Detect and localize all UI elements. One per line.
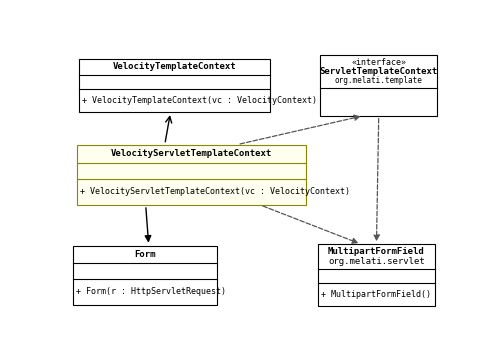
- Text: Form: Form: [134, 250, 156, 259]
- Text: + VelocityServletTemplateContext(vc : VelocityContext): + VelocityServletTemplateContext(vc : Ve…: [80, 187, 350, 196]
- Text: VelocityTemplateContext: VelocityTemplateContext: [112, 62, 236, 71]
- Bar: [79, 59, 270, 112]
- Bar: [73, 246, 216, 305]
- Text: + MultipartFormField(): + MultipartFormField(): [321, 290, 431, 299]
- Text: + VelocityTemplateContext(vc : VelocityContext): + VelocityTemplateContext(vc : VelocityC…: [82, 96, 317, 105]
- Text: + Form(r : HttpServletRequest): + Form(r : HttpServletRequest): [76, 287, 226, 296]
- Text: «interface»: «interface»: [351, 58, 406, 67]
- Text: MultipartFormField: MultipartFormField: [328, 247, 425, 256]
- Bar: [77, 145, 306, 205]
- Bar: [320, 55, 437, 116]
- Bar: [318, 244, 435, 306]
- Text: ServletTemplateContext: ServletTemplateContext: [319, 67, 438, 76]
- Text: org.melati.template: org.melati.template: [335, 76, 423, 85]
- Text: org.melati.servlet: org.melati.servlet: [328, 257, 425, 266]
- Text: VelocityServletTemplateContext: VelocityServletTemplateContext: [111, 149, 272, 158]
